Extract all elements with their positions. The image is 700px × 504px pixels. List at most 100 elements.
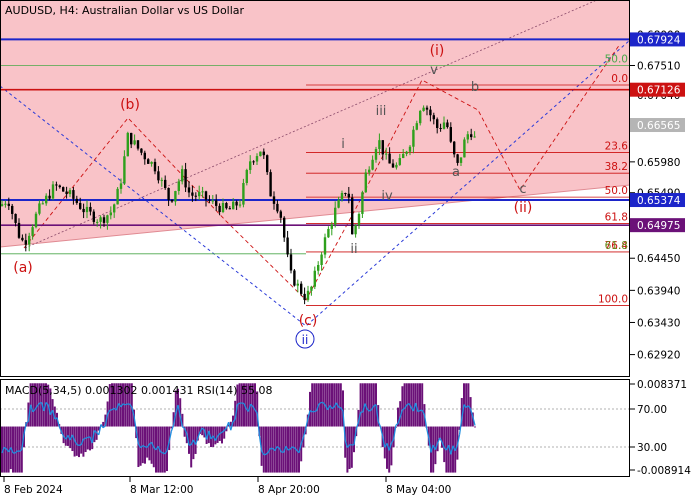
candle-body xyxy=(11,206,13,214)
candle-body xyxy=(164,180,166,188)
macd-bar xyxy=(142,427,144,464)
rsi-line xyxy=(339,407,341,408)
candle-body xyxy=(79,203,81,209)
rsi-line xyxy=(288,449,290,450)
candle-body xyxy=(96,222,98,223)
macd-bar xyxy=(322,383,324,426)
price-tick-label: 0.65980 xyxy=(637,157,680,169)
price-marker-label: 0.66565 xyxy=(637,120,680,132)
candle-body xyxy=(436,119,438,128)
candle-body xyxy=(378,140,380,149)
candle-body xyxy=(453,142,455,155)
macd-bar xyxy=(419,383,421,426)
candle-body xyxy=(106,215,108,223)
rsi-line xyxy=(123,404,125,405)
candle-body xyxy=(439,128,441,129)
candle-body xyxy=(154,162,156,171)
candle-body xyxy=(354,225,356,234)
candle-body xyxy=(273,196,275,204)
candle-body xyxy=(320,255,322,265)
macd-bar xyxy=(320,383,322,426)
candle-body xyxy=(229,208,231,209)
candle-body xyxy=(215,200,217,205)
rsi-line xyxy=(83,438,85,439)
candle-body xyxy=(181,169,183,181)
candle-body xyxy=(348,194,350,198)
fib-level-label: 61.8 xyxy=(605,212,628,224)
fib-level-label: 100.0 xyxy=(598,293,628,305)
candle-body xyxy=(171,200,173,202)
candle-body xyxy=(314,271,316,287)
candle-body xyxy=(327,229,329,237)
candle-body xyxy=(178,181,180,191)
candle-body xyxy=(48,196,50,199)
candle-body xyxy=(456,154,458,163)
candle-body xyxy=(470,134,472,137)
candle-body xyxy=(358,214,360,225)
price-tick-label: 0.67510 xyxy=(637,61,680,73)
time-tick-label: 8 Mar 12:00 xyxy=(130,484,193,496)
fib-level-label: 38.2 xyxy=(605,161,628,173)
macd-bar xyxy=(340,383,342,426)
wave-label: (ii) xyxy=(514,200,533,216)
price-tick-label: 0.62920 xyxy=(637,350,680,362)
candle-body xyxy=(99,217,101,222)
candle-body xyxy=(123,156,125,183)
candle-body xyxy=(263,152,265,156)
wave-label: c xyxy=(519,182,526,197)
macd-bar xyxy=(434,427,436,465)
candle-body xyxy=(242,183,244,205)
macd-bar xyxy=(263,427,265,473)
candle-body xyxy=(144,153,146,159)
rsi-line xyxy=(77,445,79,446)
candle-body xyxy=(239,205,241,206)
macd-bar xyxy=(144,427,146,464)
candle-body xyxy=(361,192,363,214)
wave-label: ii xyxy=(350,242,357,257)
candle-body xyxy=(157,171,159,180)
candle-body xyxy=(89,207,91,212)
candle-body xyxy=(382,140,384,154)
candle-body xyxy=(76,199,78,203)
wave-label: b xyxy=(471,80,479,95)
candle-body xyxy=(416,123,418,130)
macd-bar xyxy=(14,427,16,473)
candle-body xyxy=(69,190,71,194)
macd-bar xyxy=(349,427,351,469)
macd-bar xyxy=(474,427,476,428)
candle-body xyxy=(283,218,285,238)
wave-label: i xyxy=(341,137,345,152)
candle-body xyxy=(191,193,193,196)
candle-body xyxy=(310,287,312,291)
candle-body xyxy=(45,196,47,204)
price-tick-label: 0.63940 xyxy=(637,285,680,297)
candle-body xyxy=(14,214,16,223)
candle-body xyxy=(269,172,271,196)
rsi-line xyxy=(418,411,420,412)
indicator-label: MACD(5,34,5) 0.001302 0.001431 RSI(14) 5… xyxy=(5,384,272,397)
candle-body xyxy=(388,154,390,164)
macd-bar xyxy=(162,427,164,473)
candle-body xyxy=(116,189,118,205)
candle-body xyxy=(259,152,261,156)
symbol-label: AUDUSD, H4: Australian Dollar vs US Doll… xyxy=(5,4,245,17)
price-tick-label: 0.64450 xyxy=(637,253,680,265)
macd-bar xyxy=(190,427,192,468)
candle-body xyxy=(280,211,282,217)
candle-body xyxy=(252,161,254,162)
macd-bar xyxy=(223,427,225,439)
candle-body xyxy=(385,154,387,155)
fib-level-label: 0.0 xyxy=(611,73,628,85)
candle-body xyxy=(293,270,295,285)
candle-body xyxy=(395,165,397,168)
candle-body xyxy=(208,200,210,201)
candle-body xyxy=(137,140,139,148)
candle-body xyxy=(110,212,112,215)
candle-body xyxy=(150,162,152,164)
candle-body xyxy=(201,191,203,192)
fib-level-label: 50.0 xyxy=(605,185,628,197)
price-marker-label: 0.67126 xyxy=(637,85,681,97)
rsi-line xyxy=(314,411,316,412)
macd-bar xyxy=(465,383,467,426)
